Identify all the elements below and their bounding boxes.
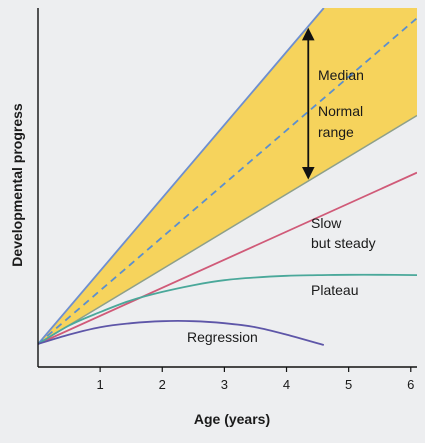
x-tick-label: 4	[283, 377, 290, 392]
normal-range-lower-edge	[38, 114, 417, 345]
plateau-label: Plateau	[311, 282, 358, 298]
normal-range-band	[38, 8, 417, 344]
normal-range-upper-edge	[38, 8, 325, 345]
normal-range-label-line1: Normal	[318, 103, 363, 119]
plot-area: 1 2 3 4 5 6	[37, 8, 417, 392]
x-tick-label: 1	[97, 377, 104, 392]
x-tick-label: 6	[407, 377, 414, 392]
x-tick-label: 3	[221, 377, 228, 392]
median-label: Median	[318, 67, 364, 83]
x-tick-label: 2	[159, 377, 166, 392]
normal-range-label-line2: range	[318, 124, 354, 140]
x-axis-label: Age (years)	[194, 411, 270, 427]
slow-but-steady-line	[38, 171, 417, 345]
x-tick-label: 5	[345, 377, 352, 392]
slow-steady-label-line2: but steady	[311, 235, 376, 251]
regression-line	[38, 320, 325, 346]
plateau-line	[38, 273, 417, 345]
regression-label: Regression	[187, 329, 258, 345]
slow-steady-label-line1: Slow	[311, 215, 342, 231]
y-axis-label: Developmental progress	[9, 103, 25, 267]
